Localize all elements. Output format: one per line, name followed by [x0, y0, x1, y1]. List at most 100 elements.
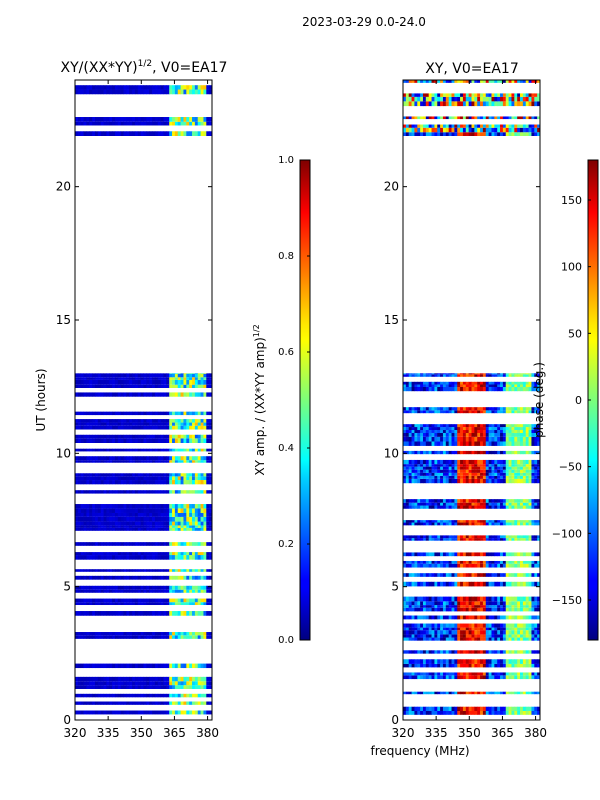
heatmap-cell [482, 466, 487, 470]
heatmap-cell [92, 121, 96, 126]
heatmap-cell [414, 472, 418, 476]
heatmap-cell [500, 650, 504, 654]
heatmap-cell [494, 637, 498, 641]
heatmap-cell [491, 386, 495, 392]
heatmap-cell [172, 527, 176, 531]
heatmap-cell [457, 615, 461, 620]
heatmap-cell [468, 675, 472, 680]
heatmap-cell [163, 131, 167, 136]
heatmap-cell [80, 448, 84, 452]
heatmap-cell [109, 460, 113, 463]
heatmap-cell [525, 706, 529, 711]
heatmap-cell [431, 441, 435, 446]
heatmap-cell [209, 701, 212, 705]
heatmap-cell [522, 672, 527, 676]
heatmap-cell [77, 456, 82, 461]
heatmap-cell [431, 450, 435, 455]
heatmap-cell [126, 512, 130, 517]
heatmap-cell [94, 611, 99, 616]
heatmap-cell [177, 575, 181, 580]
heatmap-cell [192, 490, 196, 494]
heatmap-cell [451, 581, 455, 587]
heatmap-cell [508, 432, 512, 437]
heatmap-cell [457, 466, 461, 470]
heatmap-cell [75, 473, 79, 477]
heatmap-cell [497, 430, 501, 433]
heatmap-cell [431, 373, 435, 375]
heatmap-cell [531, 601, 535, 606]
heatmap-cell [525, 596, 529, 602]
heatmap-cell [169, 131, 173, 136]
heatmap-cell [169, 89, 173, 95]
heatmap-cell [83, 85, 87, 90]
heatmap-cell [482, 706, 487, 711]
heatmap-cell [485, 432, 490, 437]
heatmap-cell [200, 569, 204, 572]
heatmap-cell [83, 379, 87, 385]
heatmap-cell [94, 460, 99, 463]
heatmap-cell [134, 379, 139, 385]
heatmap-cell [77, 379, 82, 385]
heatmap-cell [414, 520, 418, 523]
heatmap-cell [197, 434, 201, 439]
heatmap-cell [431, 563, 435, 568]
heatmap-cell [169, 569, 173, 572]
heatmap-cell [189, 480, 193, 485]
heatmap-cell [517, 607, 521, 612]
heatmap-cell [480, 538, 484, 541]
heatmap-cell [477, 675, 481, 680]
heatmap-cell [109, 525, 113, 528]
heatmap-cell [500, 706, 504, 711]
heatmap-cell [471, 424, 475, 428]
heatmap-cell [511, 634, 515, 638]
heatmap-cell [528, 427, 532, 431]
heatmap-cell [508, 706, 512, 711]
heatmap-cell [502, 478, 507, 484]
heatmap-cell [428, 659, 432, 664]
heatmap-cell [508, 623, 512, 628]
heatmap-cell [525, 605, 529, 608]
heatmap-cell [528, 450, 532, 455]
heatmap-cell [468, 581, 472, 587]
heatmap-cell [422, 384, 427, 387]
heatmap-cell [497, 407, 501, 411]
heatmap-cell [114, 476, 119, 481]
heatmap-cell [502, 637, 507, 641]
heatmap-cell [502, 430, 507, 433]
heatmap-cell [209, 676, 212, 682]
heatmap-cell [497, 672, 501, 676]
heatmap-cell [494, 581, 498, 587]
heatmap-cell [420, 427, 424, 431]
heatmap-cell [80, 585, 84, 590]
heatmap-cell [454, 522, 458, 526]
heatmap-cell [474, 522, 478, 526]
heatmap-cell [425, 127, 430, 133]
heatmap-cell [488, 627, 492, 631]
heatmap-cell [94, 85, 99, 90]
heatmap-cell [420, 127, 424, 133]
heatmap-cell [192, 419, 196, 423]
heatmap-cell [75, 425, 79, 430]
heatmap-cell [474, 384, 478, 387]
heatmap-cell [192, 527, 196, 531]
heatmap-cell [468, 706, 472, 711]
heatmap-cell [169, 377, 173, 380]
heatmap-cell [431, 630, 435, 635]
heatmap-cell [534, 475, 538, 479]
heatmap-cell [197, 512, 201, 517]
heatmap-cell [112, 384, 116, 388]
heatmap-cell [445, 384, 450, 387]
heatmap-cell [460, 522, 464, 526]
heatmap-cell [414, 381, 418, 385]
heatmap-cell [497, 502, 501, 506]
heatmap-cell [183, 508, 187, 513]
heatmap-cell [100, 117, 104, 122]
heatmap-cell [92, 555, 96, 560]
heatmap-cell [457, 441, 461, 446]
heatmap-cell [411, 475, 415, 479]
heatmap-cell [206, 521, 210, 526]
heatmap-cell [411, 432, 415, 437]
heatmap-cell [431, 469, 435, 473]
heatmap-cell [194, 379, 199, 385]
heatmap-cell [508, 630, 512, 635]
